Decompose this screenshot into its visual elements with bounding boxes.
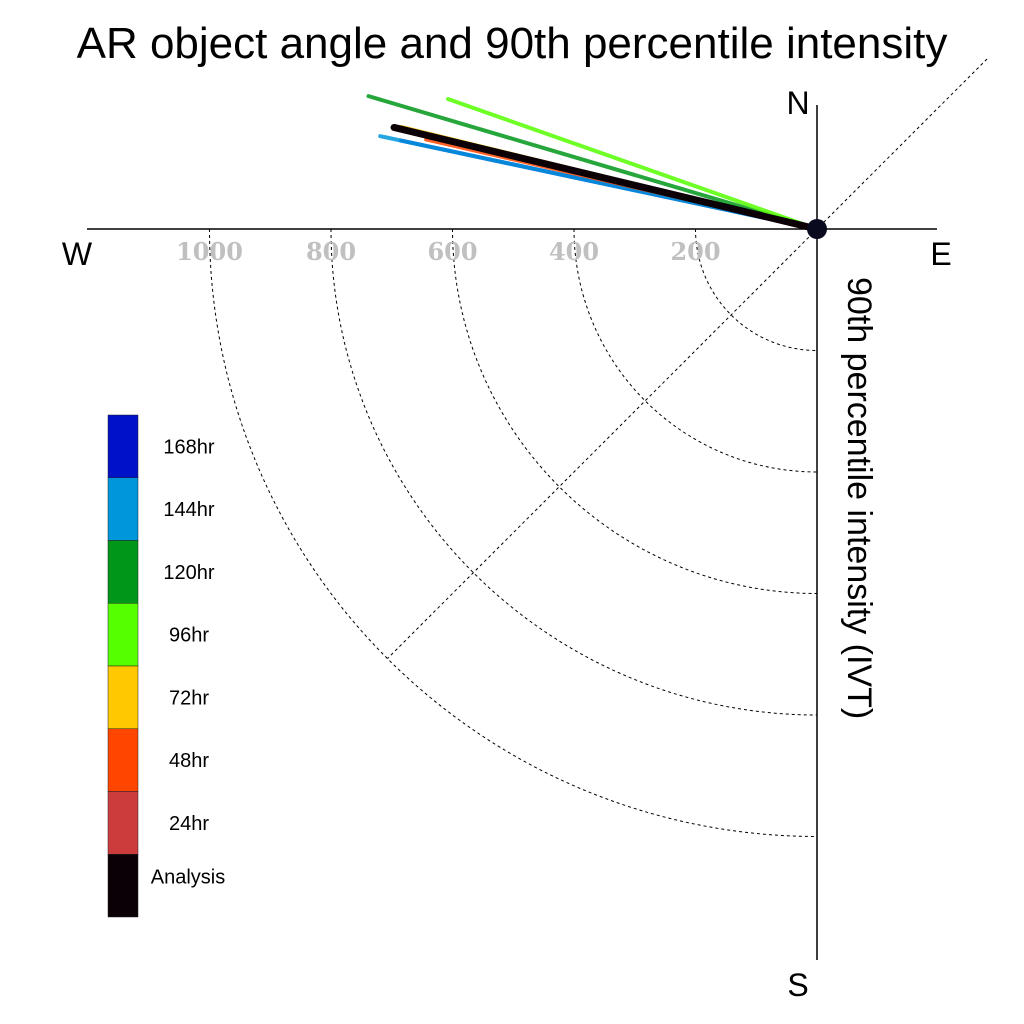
chart-title: AR object angle and 90th percentile inte… [77,19,948,68]
grid-arc-400 [573,228,818,473]
compass-axes [87,105,937,960]
y-axis-label: 90th percentile intensity (IVT) [840,277,878,719]
legend-swatch-144hr [107,477,139,541]
legend-swatch-168hr [107,414,139,478]
legend-swatch-48hr [107,728,139,792]
legend-label-120hr: 120hr [163,562,214,584]
legend-label-72hr: 72hr [169,687,209,709]
radial-tick-labels: 200 400 600 800 1000 [176,237,720,266]
legend: 168hr 144hr 120hr 96hr 72hr 48hr 24hr Analysis [107,414,225,918]
legend-swatch-24hr [107,791,139,855]
origin-marker [807,219,827,239]
series-vector-96hr [445,97,819,231]
east-label: E [930,236,951,272]
grid-arc-1000 [209,228,818,837]
grid-arc-600 [452,228,818,594]
series-vector-analysis [390,123,821,233]
legend-swatch-analysis [107,854,139,918]
legend-label-96hr: 96hr [169,625,209,647]
tick-label-800: 800 [306,237,356,266]
legend-label-24hr: 24hr [169,813,209,835]
legend-swatch-120hr [107,540,139,604]
tick-label-200: 200 [670,237,720,266]
legend-swatch-96hr [107,603,139,667]
legend-label-analysis: Analysis [151,867,225,889]
legend-label-168hr: 168hr [163,436,214,458]
grid-arc-200 [695,228,818,351]
polar-grid [209,58,988,837]
west-label: W [62,236,93,272]
series-vector-120hr [366,94,819,231]
south-label: S [787,967,808,1003]
north-label: N [786,85,809,121]
tick-label-1000: 1000 [176,237,243,266]
tick-label-600: 600 [427,237,477,266]
tick-label-400: 400 [549,237,599,266]
series-vectors [366,94,821,233]
legend-swatch-72hr [107,665,139,729]
legend-label-48hr: 48hr [169,750,209,772]
grid-arc-800 [330,228,818,716]
legend-label-144hr: 144hr [163,499,214,521]
